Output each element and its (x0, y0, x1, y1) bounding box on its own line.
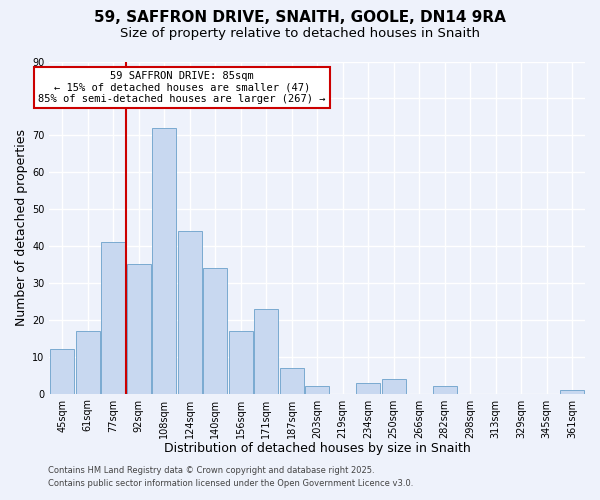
Bar (254, 308, 278, 394)
Bar (382, 379, 406, 394)
Bar (152, 128, 176, 394)
Bar (560, 390, 584, 394)
Bar (280, 368, 304, 394)
X-axis label: Distribution of detached houses by size in Snaith: Distribution of detached houses by size … (164, 442, 470, 455)
Bar (305, 386, 329, 394)
Text: 59 SAFFRON DRIVE: 85sqm
← 15% of detached houses are smaller (47)
85% of semi-de: 59 SAFFRON DRIVE: 85sqm ← 15% of detache… (38, 70, 326, 104)
Bar (76, 331, 100, 394)
Bar (229, 331, 253, 394)
Bar (178, 231, 202, 394)
Text: Size of property relative to detached houses in Snaith: Size of property relative to detached ho… (120, 28, 480, 40)
Bar (203, 268, 227, 394)
Bar (433, 386, 457, 394)
Y-axis label: Number of detached properties: Number of detached properties (15, 129, 28, 326)
Bar (101, 242, 125, 394)
Bar (127, 264, 151, 394)
Text: Contains HM Land Registry data © Crown copyright and database right 2025.
Contai: Contains HM Land Registry data © Crown c… (48, 466, 413, 487)
Bar (356, 382, 380, 394)
Bar (50, 350, 74, 394)
Text: 59, SAFFRON DRIVE, SNAITH, GOOLE, DN14 9RA: 59, SAFFRON DRIVE, SNAITH, GOOLE, DN14 9… (94, 10, 506, 25)
